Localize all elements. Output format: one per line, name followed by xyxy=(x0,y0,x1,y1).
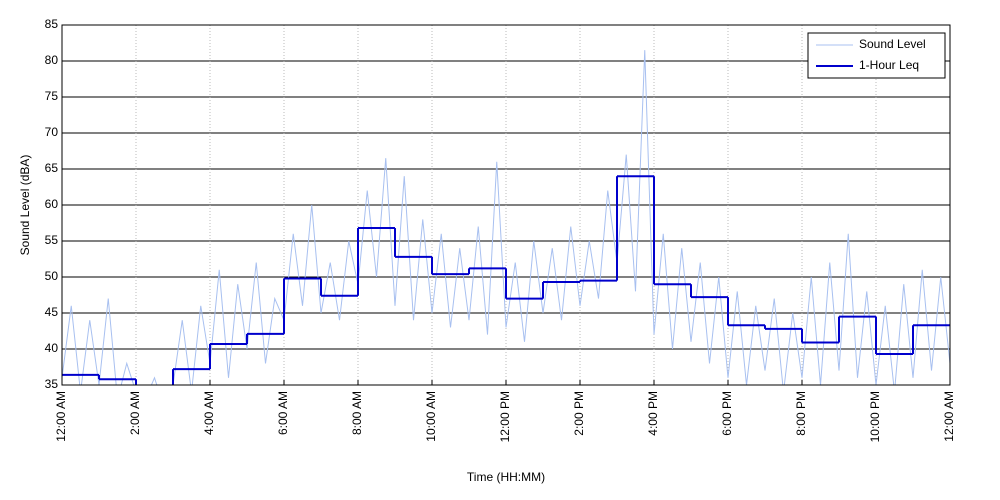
y-tick-label: 60 xyxy=(45,197,59,211)
y-tick-label: 55 xyxy=(45,233,59,247)
y-tick-label: 80 xyxy=(45,53,59,67)
x-tick-label: 12:00 PM xyxy=(498,391,512,442)
x-tick-label: 8:00 AM xyxy=(350,391,364,435)
y-tick-label: 85 xyxy=(45,17,59,31)
x-tick-label: 2:00 PM xyxy=(572,391,586,436)
legend-box xyxy=(807,32,946,79)
x-tick-label: 2:00 AM xyxy=(128,391,142,435)
y-tick-label: 45 xyxy=(45,305,59,319)
legend-label: Sound Level xyxy=(859,37,926,51)
y-tick-label: 35 xyxy=(45,377,59,391)
y-tick-label: 75 xyxy=(45,89,59,103)
legend-label: 1-Hour Leq xyxy=(859,58,919,72)
x-tick-label: 6:00 AM xyxy=(276,391,290,435)
x-tick-label: 10:00 PM xyxy=(868,391,882,442)
plot-frame xyxy=(61,24,951,386)
x-tick-label: 10:00 AM xyxy=(424,391,438,442)
y-tick-label: 40 xyxy=(45,341,59,355)
x-tick-label: 4:00 AM xyxy=(202,391,216,435)
x-tick-label: 4:00 PM xyxy=(646,391,660,436)
y-tick-label: 70 xyxy=(45,125,59,139)
plot-series xyxy=(62,50,950,385)
x-axis-label: Time (HH:MM) xyxy=(467,470,545,484)
x-tick-label: 12:00 AM xyxy=(54,391,68,442)
y-axis-label: Sound Level (dBA) xyxy=(18,155,32,256)
y-tick-label: 50 xyxy=(45,269,59,283)
x-tick-label: 12:00 AM xyxy=(942,391,956,442)
y-tick-label: 65 xyxy=(45,161,59,175)
x-tick-label: 8:00 PM xyxy=(794,391,808,436)
x-tick-label: 6:00 PM xyxy=(720,391,734,436)
